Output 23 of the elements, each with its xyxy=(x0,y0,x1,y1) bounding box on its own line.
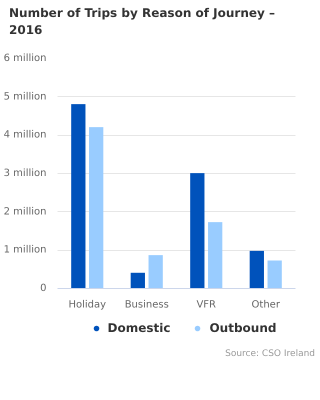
bar xyxy=(190,173,204,288)
x-tick-label: Business xyxy=(124,300,169,310)
source-note: Source: CSO Ireland xyxy=(225,348,315,361)
bar xyxy=(71,104,86,288)
y-tick-label: 6 million xyxy=(4,53,47,64)
y-tick-label: 4 million xyxy=(4,130,47,141)
chart-title: Number of Trips by Reason of Journey – 2016 xyxy=(9,5,276,39)
x-tick-label: Holiday xyxy=(68,300,106,310)
bar xyxy=(208,222,222,288)
x-tick-label: VFR xyxy=(196,300,216,310)
y-tick-label: 3 million xyxy=(4,168,47,179)
bar xyxy=(250,250,264,288)
y-tick-label: 2 million xyxy=(4,206,47,218)
x-tick-label: Other xyxy=(252,300,281,310)
legend-label: Domestic xyxy=(108,321,170,335)
bar xyxy=(89,127,104,288)
y-tick-label: 1 million xyxy=(4,244,47,256)
bar xyxy=(268,260,282,288)
y-tick-label: 5 million xyxy=(4,91,47,102)
bar xyxy=(130,272,145,288)
bar xyxy=(148,255,163,288)
legend-label: Outbound xyxy=(209,321,276,335)
y-tick-label: 0 xyxy=(40,283,47,294)
